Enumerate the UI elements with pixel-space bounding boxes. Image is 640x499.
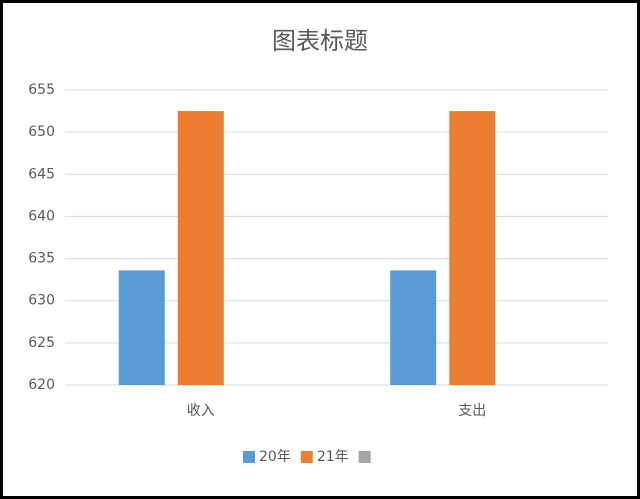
y-tick-label: 620 (28, 377, 55, 393)
bar (177, 111, 224, 386)
y-tick-label: 625 (28, 335, 55, 351)
legend-swatch (243, 451, 255, 463)
bar (390, 270, 437, 385)
bar (118, 270, 165, 385)
y-tick-label: 645 (28, 166, 55, 182)
y-tick-label: 630 (28, 293, 55, 309)
x-tick-label: 收入 (187, 403, 215, 419)
legend-label: 21年 (317, 449, 349, 465)
bar (449, 111, 496, 386)
x-tick-label: 支出 (458, 403, 486, 419)
legend-label: 20年 (259, 449, 291, 465)
chart-title: 图表标题 (272, 27, 368, 55)
legend-swatch (300, 451, 313, 463)
y-tick-label: 655 (28, 82, 55, 98)
legend-swatch (358, 451, 371, 463)
y-tick-label: 640 (28, 208, 55, 224)
y-tick-label: 635 (28, 251, 55, 267)
y-tick-label: 650 (28, 124, 55, 140)
